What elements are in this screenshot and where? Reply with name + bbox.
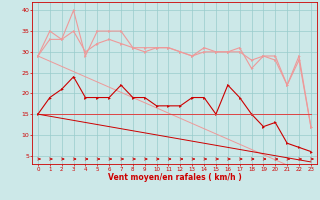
X-axis label: Vent moyen/en rafales ( km/h ): Vent moyen/en rafales ( km/h ) [108,173,241,182]
